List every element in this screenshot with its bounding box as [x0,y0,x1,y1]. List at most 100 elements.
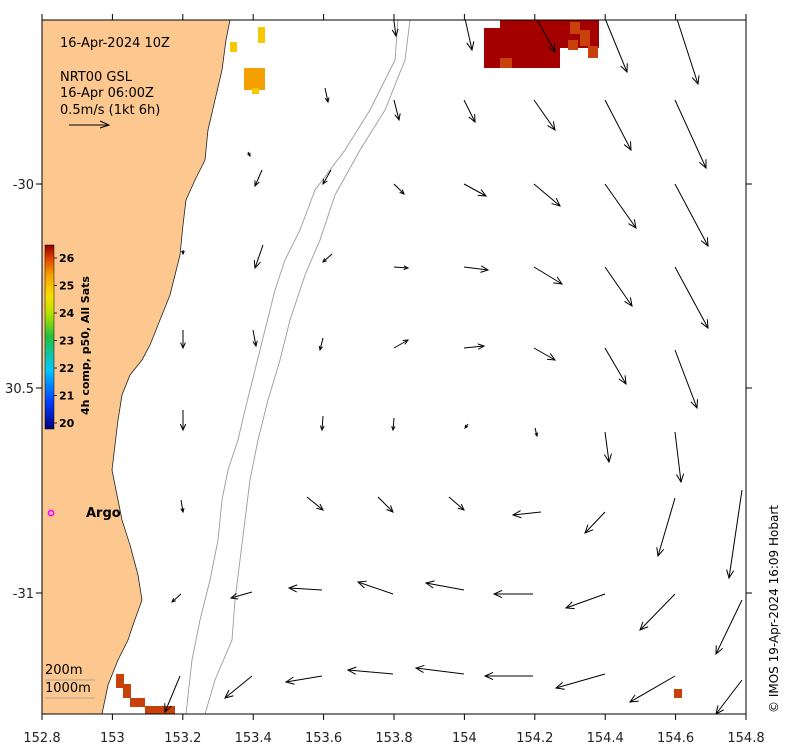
current-arrow [252,329,258,348]
current-arrow [605,20,628,74]
current-arrow [604,183,637,229]
x-tick-label: 154.6 [657,731,694,746]
colorbar-tick-label: 20 [59,417,75,430]
sst-patch-south [116,674,682,714]
current-arrow [179,410,187,432]
sst-patch-coastal [230,27,265,94]
current-arrow [715,679,743,714]
current-arrow [322,169,332,186]
coastline-land [42,20,231,714]
current-arrow [253,244,264,270]
isobath-200m [185,20,399,714]
current-arrow [584,511,606,534]
current-arrow [534,427,539,438]
argo-float-marker [47,509,55,517]
colorbar-tick-label: 26 [59,252,75,265]
colorbar-tick-label: 21 [59,390,74,403]
sst-colorbar: 26 25 24 23 22 21 20 4h comp, p50, All Sats [44,244,92,430]
current-arrow [393,99,401,122]
y-axis: -30 30.5 -31 [5,178,752,602]
current-arrow [324,87,330,104]
x-tick-label: 153 [100,731,125,746]
x-tick-label: 154.2 [516,731,553,746]
current-arrow [393,183,405,195]
current-arrow [464,20,475,52]
current-arrow [254,169,263,188]
colorbar-label: 4h comp, p50, All Sats [79,276,92,415]
sst-patch-north [484,20,600,68]
current-arrow [715,599,743,656]
current-arrow [391,417,396,432]
current-arrow [492,589,533,599]
current-arrow [414,664,465,675]
colorbar-tick-label: 23 [59,335,74,348]
colorbar-tick-label: 25 [59,280,74,293]
current-arrow [604,99,632,152]
current-arrow [319,415,325,432]
current-arrow [229,591,253,600]
current-arrow [674,266,709,330]
current-arrow [628,675,676,703]
current-arrow [180,499,185,514]
colorbar-tick-label: 24 [59,307,75,320]
credit-text: © IMOS 19-Apr-2024 16:09 Hobart [767,505,781,713]
current-arrow [564,593,606,610]
current-arrow [463,265,490,273]
x-tick-label: 154.4 [587,731,624,746]
current-arrow [180,330,186,350]
current-arrow [322,253,333,263]
x-tick-label: 152.8 [23,731,60,746]
current-arrow [533,99,556,131]
current-arrow [393,339,410,349]
current-arrow [726,489,743,580]
current-arrow [287,584,323,593]
x-tick-label: 154 [452,731,477,746]
x-tick-label: 154.8 [727,731,764,746]
current-arrow [674,431,685,484]
current-arrow [604,266,633,308]
y-tick-label: -30 [13,178,34,193]
current-arrow [511,510,542,519]
current-arrow [247,151,251,158]
argo-label: Argo [86,506,121,521]
current-arrow [463,183,488,197]
depth-label-1000m: 1000m [45,681,91,696]
current-arrow [356,580,394,595]
current-arrow [377,496,394,513]
current-arrow [533,183,561,207]
current-arrow [346,666,394,675]
current-arrow [164,675,181,714]
x-axis: 152.8 153 153.2 153.4 153.6 153.8 154 154.2 154.… [23,14,765,746]
product-name: NRT00 GSL [60,70,133,85]
colorbar-tick-label: 22 [59,362,74,375]
current-arrow [533,347,557,361]
current-arrow [483,671,533,681]
current-arrow [533,266,564,285]
y-tick-label: 30.5 [5,382,34,397]
current-arrow [464,423,469,429]
current-arrow [284,675,323,685]
x-tick-label: 153.8 [375,731,412,746]
current-arrow [448,496,465,511]
current-arrow [306,496,324,511]
current-arrow [674,349,699,410]
current-arrow [674,99,707,170]
current-arrow [603,431,612,464]
current-arrow [318,337,324,352]
current-arrow [391,20,399,38]
x-tick-label: 153.2 [164,731,201,746]
current-arrow [181,250,185,256]
x-tick-label: 153.4 [235,731,272,746]
current-arrow [424,580,465,591]
current-arrow [674,183,709,248]
x-tick-label: 153.6 [305,731,342,746]
current-arrow [676,20,700,86]
current-arrow [463,343,486,350]
current-arrow [554,673,606,690]
current-arrow [171,593,182,603]
depth-label-200m: 200m [45,663,82,678]
product-time: 16-Apr 06:00Z [60,86,154,101]
scale-label: 0.5m/s (1kt 6h) [60,103,160,118]
